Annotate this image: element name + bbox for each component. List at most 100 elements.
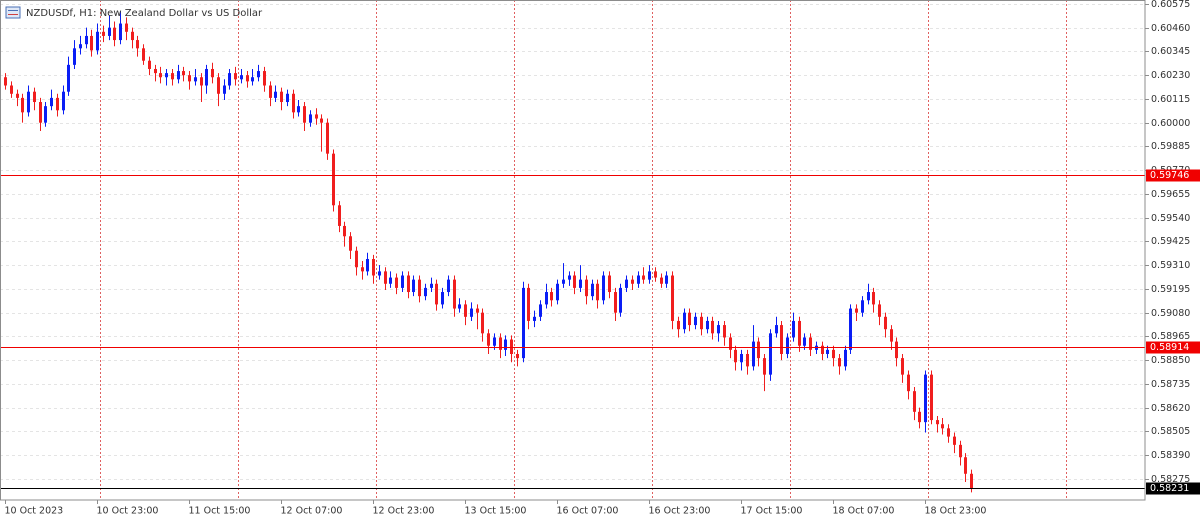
candle-body [924,374,927,423]
candle-body [21,97,24,113]
y-tick-label: 0.58505 [1151,426,1190,437]
candle-body [401,275,404,288]
candle-body [832,349,835,359]
candle-body [378,271,381,276]
candle-body [545,292,548,305]
candle-body [930,374,933,421]
candle-body [568,275,571,280]
y-tick-label: 0.59655 [1151,189,1190,200]
candle-body [154,68,157,74]
candle-body [665,275,668,284]
axis-layer: 0.60575 0.60460 0.60345 0.60230 0.60115 0.600… [5,0,1200,517]
y-tick-label: 0.59540 [1151,213,1190,224]
y-tick-label: 0.60000 [1151,118,1190,129]
candle-body [533,316,536,321]
candle-body [458,304,461,309]
candle-body [85,35,88,45]
candle-body [884,316,887,330]
y-tick-label: 0.58850 [1151,355,1190,366]
y-tick-label: 0.58620 [1151,403,1190,414]
candle-body [723,325,726,338]
bid-line-label: 0.58231 [1150,483,1189,494]
candle-body [27,91,30,113]
candle-body [591,283,594,297]
candle-body [752,341,755,367]
y-tick-label: 0.58965 [1151,331,1190,342]
candle-body [326,122,329,154]
candle-body [62,91,65,111]
candle-body [435,283,438,305]
candle-body [809,337,812,350]
candle-body [211,68,214,78]
candle-body [125,23,128,32]
candle-body [177,71,180,80]
candle-body [67,64,70,92]
candle-body [453,279,456,309]
candle-body [907,374,910,392]
chart-title: NZDUSDf, H1: New Zealand Dollar vs US Do… [26,8,263,19]
candle-body [585,279,588,297]
x-tick-label: 18 Oct 07:00 [833,506,895,517]
candle-body [844,349,847,367]
candle-body [798,320,801,346]
y-tick-label: 0.60345 [1151,46,1190,57]
candle-body [361,267,364,272]
candle-body [217,77,220,94]
candle-body [947,428,950,437]
candle-body [286,93,289,103]
candle-body [303,106,306,123]
candle-body [895,341,898,359]
candle-body [648,271,651,280]
candle-body [775,325,778,334]
candle-body [706,320,709,330]
candle-body [562,279,565,284]
candle-body [464,304,467,317]
candle-body [826,349,829,354]
candle-body [142,48,145,61]
x-tick-label: 17 Oct 15:00 [741,506,803,517]
candle-body [476,308,479,313]
candle-body [688,312,691,326]
candle-body [550,292,553,301]
candle-body [136,40,139,49]
candle-body [964,457,967,474]
candle-body [395,277,398,288]
candle-body [941,424,944,429]
candle-body [205,68,208,86]
y-tick-label: 0.58735 [1151,379,1190,390]
candle-body [631,279,634,284]
candle-body [786,337,789,354]
candle-body [677,320,680,330]
bid-line-tag [1146,482,1200,495]
price-line-label: 0.59746 [1150,170,1189,181]
candle-body [614,292,617,313]
candle-body [700,316,703,330]
x-tick-label: 12 Oct 07:00 [281,506,343,517]
candle-body [280,91,283,103]
candle-body [642,275,645,280]
symbol-header: NZDUSDf, H1: New Zealand Dollar vs US Do… [5,6,263,19]
candle-body [470,308,473,317]
candle-body [660,277,663,284]
candle-body [913,391,916,412]
candle-body [780,325,783,354]
candle-body [757,341,760,359]
candle-body [240,75,243,80]
candle-body [200,77,203,86]
candle-body [355,250,358,268]
y-tick-label: 0.60575 [1151,0,1190,10]
candle-body [430,283,433,288]
candle-body [901,358,904,375]
candle-body [959,444,962,458]
candle-body [338,205,341,226]
candle-body [188,75,191,82]
candle-body [102,31,105,36]
candle-body [608,275,611,293]
x-tick-label: 10 Oct 23:00 [97,506,159,517]
candle-body [384,271,387,284]
candle-body [113,27,116,41]
candle-body [56,97,59,111]
candle-body [263,71,266,86]
candle-body [119,23,122,41]
